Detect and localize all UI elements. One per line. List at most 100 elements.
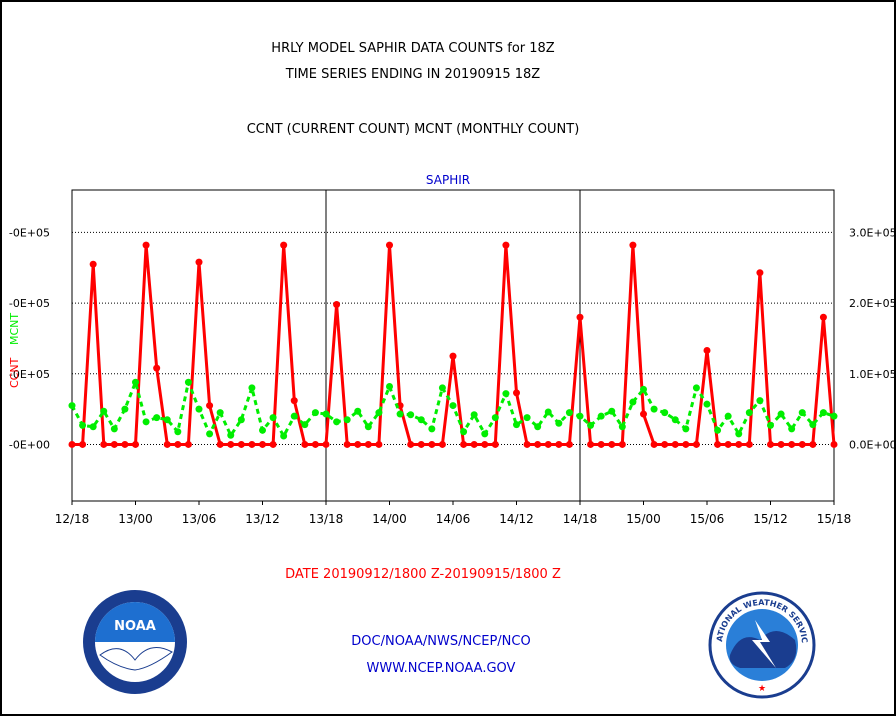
- data-point-mcnt: [386, 382, 393, 390]
- data-point-ccnt: [692, 440, 700, 448]
- data-point-ccnt: [449, 352, 457, 360]
- data-point-mcnt: [756, 397, 764, 405]
- data-point-ccnt: [491, 440, 499, 448]
- data-point-mcnt: [428, 425, 436, 433]
- data-point-mcnt: [724, 412, 732, 420]
- data-point-ccnt: [513, 389, 520, 397]
- data-point-mcnt: [227, 431, 235, 439]
- data-point-ccnt: [227, 440, 235, 448]
- data-point-mcnt: [809, 421, 817, 429]
- data-point-ccnt: [714, 440, 722, 448]
- data-point-mcnt: [333, 418, 341, 426]
- data-point-mcnt: [523, 414, 531, 422]
- title-line-2: TIME SERIES ENDING IN 20190915 18Z: [285, 67, 541, 82]
- x-tick-label: 15/06: [690, 512, 725, 526]
- data-point-mcnt: [629, 398, 637, 406]
- data-point-ccnt: [79, 440, 87, 448]
- data-point-mcnt: [767, 421, 774, 429]
- x-tick-label: 14/06: [436, 512, 471, 526]
- data-point-mcnt: [618, 423, 626, 431]
- data-point-mcnt: [819, 409, 827, 417]
- data-point-mcnt: [502, 390, 510, 398]
- data-point-mcnt: [587, 421, 595, 429]
- data-point-ccnt: [534, 440, 542, 448]
- data-point-ccnt: [438, 440, 446, 448]
- data-point-mcnt: [777, 410, 785, 418]
- data-point-mcnt: [322, 410, 330, 418]
- data-point-mcnt: [438, 384, 446, 392]
- data-point-ccnt: [269, 440, 277, 448]
- data-point-mcnt: [110, 425, 118, 433]
- data-point-ccnt: [322, 440, 330, 448]
- data-point-ccnt: [735, 440, 743, 448]
- noaa-logo-text: NOAA: [114, 619, 156, 634]
- data-point-ccnt: [587, 440, 595, 448]
- y-tick-label-left: -0E+05: [9, 297, 50, 310]
- data-point-ccnt: [809, 440, 817, 448]
- data-point-mcnt: [576, 412, 584, 420]
- data-point-ccnt: [237, 440, 245, 448]
- data-point-ccnt: [777, 440, 785, 448]
- data-point-mcnt: [544, 408, 552, 416]
- data-point-mcnt: [608, 407, 616, 415]
- data-point-ccnt: [153, 364, 161, 372]
- data-point-ccnt: [311, 440, 319, 448]
- data-point-ccnt: [608, 440, 616, 448]
- data-point-ccnt: [142, 241, 150, 249]
- data-point-ccnt: [206, 402, 214, 410]
- data-point-mcnt: [470, 411, 478, 419]
- data-point-ccnt: [375, 440, 383, 448]
- data-point-ccnt: [354, 440, 362, 448]
- data-point-mcnt: [280, 432, 288, 440]
- series-line-ccnt: [72, 243, 836, 446]
- data-point-mcnt: [481, 430, 489, 438]
- data-point-ccnt: [386, 241, 393, 249]
- data-point-ccnt: [830, 440, 838, 448]
- data-point-ccnt: [629, 241, 637, 249]
- data-point-ccnt: [460, 440, 468, 448]
- data-point-ccnt: [682, 440, 690, 448]
- data-point-ccnt: [184, 440, 192, 448]
- nws-logo-text-path: NATIONAL WEATHER SERVICE: [0, 0, 809, 644]
- data-point-ccnt: [544, 440, 552, 448]
- data-point-mcnt: [714, 426, 722, 434]
- data-point-mcnt: [142, 418, 150, 426]
- y-axis-label-ccnt: CCNT: [8, 357, 21, 388]
- data-point-mcnt: [830, 412, 838, 420]
- data-point-ccnt: [481, 440, 489, 448]
- nws-logo-text: NATIONAL WEATHER SERVICE: [0, 0, 809, 644]
- data-point-mcnt: [449, 402, 457, 410]
- data-point-ccnt: [597, 440, 605, 448]
- noaa-logo-sky: [95, 602, 175, 642]
- data-point-ccnt: [470, 440, 478, 448]
- data-point-mcnt: [184, 378, 192, 386]
- data-point-mcnt: [248, 384, 256, 392]
- data-point-mcnt: [565, 409, 573, 417]
- data-point-mcnt: [417, 416, 425, 424]
- data-point-ccnt: [301, 440, 309, 448]
- noaa-logo-bird: [99, 647, 173, 671]
- data-point-mcnt: [89, 423, 97, 431]
- data-point-ccnt: [671, 440, 679, 448]
- data-point-ccnt: [174, 440, 182, 448]
- x-tick-label: 15/00: [626, 512, 661, 526]
- noaa-logo: NOAA: [83, 590, 187, 694]
- x-tick-label: 13/00: [118, 512, 153, 526]
- title-line-1: HRLY MODEL SAPHIR DATA COUNTS for 18Z: [271, 41, 554, 56]
- data-point-ccnt: [259, 440, 266, 448]
- date-range-label: DATE 20190912/1800 Z-20190915/1800 Z: [285, 567, 561, 582]
- series-mcnt: [68, 378, 838, 440]
- data-point-mcnt: [513, 421, 520, 429]
- data-point-mcnt: [174, 428, 182, 436]
- data-point-mcnt: [132, 378, 139, 386]
- x-tick-label: 13/12: [245, 512, 280, 526]
- data-point-ccnt: [364, 440, 372, 448]
- data-point-ccnt: [290, 397, 298, 405]
- data-point-mcnt: [259, 426, 266, 434]
- data-point-mcnt: [290, 412, 298, 420]
- plot-area: [71, 189, 835, 502]
- data-point-ccnt: [618, 440, 626, 448]
- x-tick-label: 12/18: [55, 512, 90, 526]
- data-point-ccnt: [428, 440, 436, 448]
